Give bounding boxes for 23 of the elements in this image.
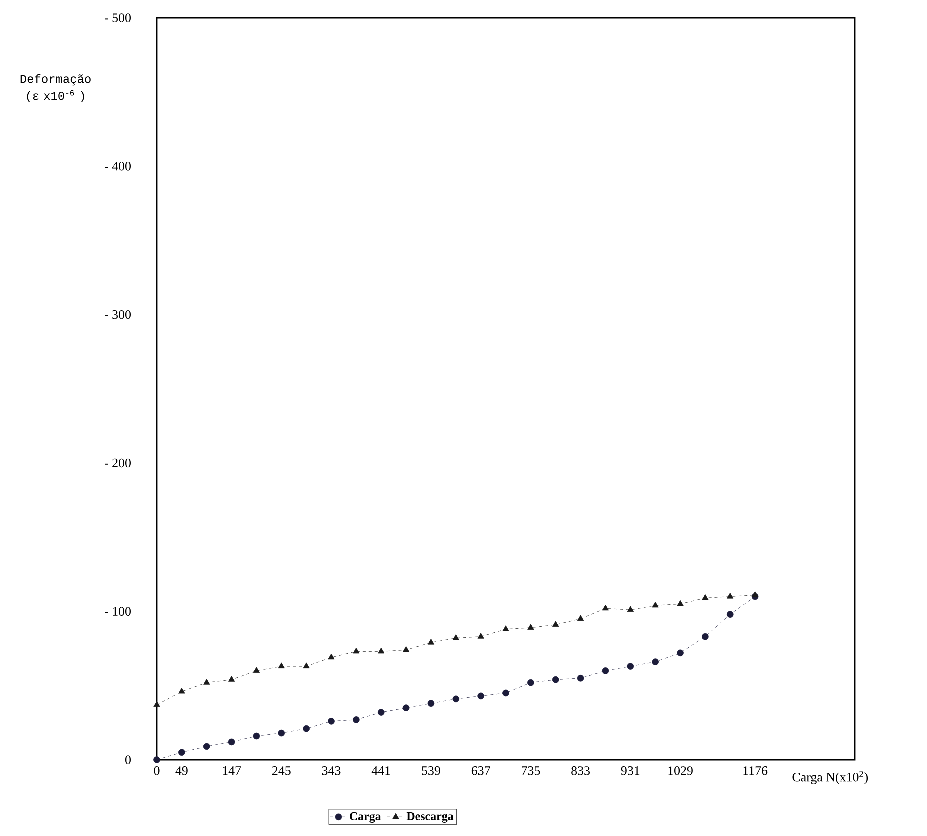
x-tick-label: 0 — [154, 766, 160, 776]
x-tick-label: 147 — [223, 766, 242, 776]
x-tick-label: 735 — [522, 766, 540, 776]
x-tick-label: 833 — [572, 766, 590, 776]
y-tick-label: - 200 — [104, 458, 131, 468]
x-tick-label: 343 — [322, 766, 341, 776]
x-tick-label: 539 — [422, 766, 440, 776]
x-tick-label: 245 — [272, 766, 291, 776]
legend-label: Descarga — [406, 812, 454, 823]
y-axis-title: Deformação (ε x10$^{-6}$ ) — [20, 74, 91, 103]
y-tick-label: - 300 — [104, 310, 131, 320]
x-tick-label: 931 — [621, 766, 640, 776]
x-tick-label: 637 — [472, 766, 490, 776]
x-tick-label: 1176 — [744, 766, 768, 776]
y-tick-label: - 500 — [104, 14, 131, 22]
x-tick-label: 49 — [176, 766, 188, 776]
x-axis-title: Carga N(x10$^{2}$) — [792, 771, 868, 784]
y-tick-label: - 400 — [104, 162, 131, 171]
x-tick-label: 1029 — [668, 766, 693, 776]
legend-label: Carga — [350, 812, 382, 823]
y-tick-label: - 100 — [104, 607, 131, 616]
x-tick-label: 441 — [372, 766, 390, 776]
y-tick-label: 0 — [126, 756, 131, 764]
